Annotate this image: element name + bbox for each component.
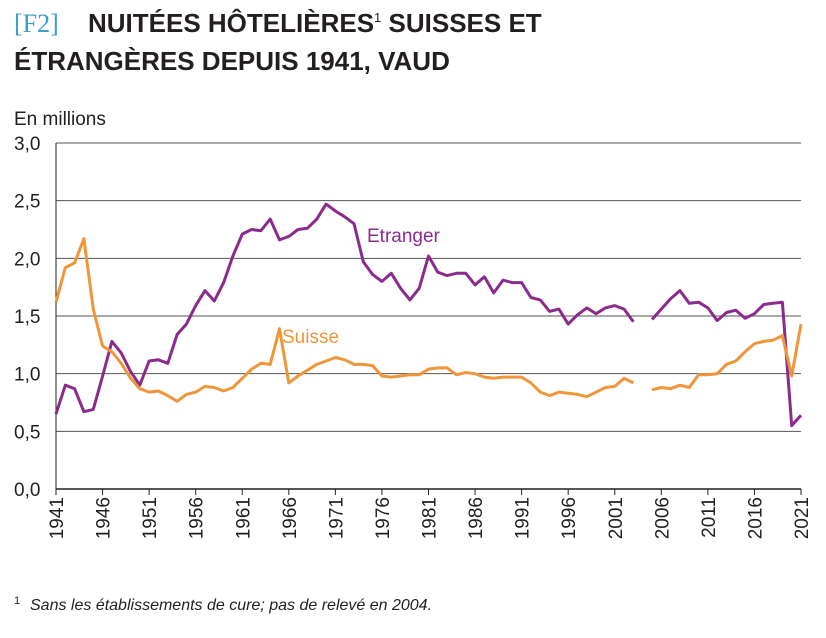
y-tick-label: 2,0 xyxy=(14,249,40,270)
x-tick-label: 1966 xyxy=(280,497,301,539)
x-tick-label: 2021 xyxy=(792,497,813,539)
series-label: Etranger xyxy=(367,226,441,247)
x-tick-label: 1971 xyxy=(326,497,347,539)
x-tick-label: 2016 xyxy=(745,497,766,539)
x-tick-label: 1941 xyxy=(47,497,68,539)
x-tick-label: 2001 xyxy=(606,497,627,539)
y-tick-label: 1,0 xyxy=(14,365,40,386)
x-tick-label: 1946 xyxy=(94,497,115,539)
x-tick-label: 1956 xyxy=(187,497,208,539)
x-tick-label: 1981 xyxy=(420,497,441,539)
figure-label: [F2] xyxy=(14,9,59,38)
y-tick-label: 0,0 xyxy=(14,480,40,501)
chart-title: ÉTRANGÈRES DEPUIS 1941, VAUD xyxy=(14,46,450,76)
x-tick-label: 1991 xyxy=(513,497,534,539)
x-tick-label: 1951 xyxy=(140,497,161,539)
y-tick-label: 1,5 xyxy=(14,307,40,328)
x-tick-label: 2011 xyxy=(699,497,720,538)
x-tick-label: 2006 xyxy=(652,497,673,539)
series-line xyxy=(54,237,803,403)
y-tick-label: 0,5 xyxy=(14,422,40,443)
x-tick-label: 1976 xyxy=(373,497,394,539)
series-line xyxy=(54,202,803,428)
x-tick-label: 1986 xyxy=(466,497,487,539)
title-part: NUITÉES HÔTELIÈRES xyxy=(88,8,374,38)
x-tick-label: 1961 xyxy=(233,497,254,539)
y-tick-label: 3,0 xyxy=(14,134,40,155)
y-tick-label: 2,5 xyxy=(14,192,40,213)
footnote-mark: 1 xyxy=(14,595,20,607)
y-axis-label: En millions xyxy=(14,109,106,130)
series-label: Suisse xyxy=(282,327,339,348)
footnote: Sans les établissements de cure; pas de … xyxy=(30,597,432,614)
chart-title: NUITÉES HÔTELIÈRES1 SUISSES ET xyxy=(88,8,542,38)
title-sup: 1 xyxy=(374,10,381,25)
title-part: SUISSES ET xyxy=(381,8,541,38)
x-tick-label: 1996 xyxy=(559,497,580,539)
